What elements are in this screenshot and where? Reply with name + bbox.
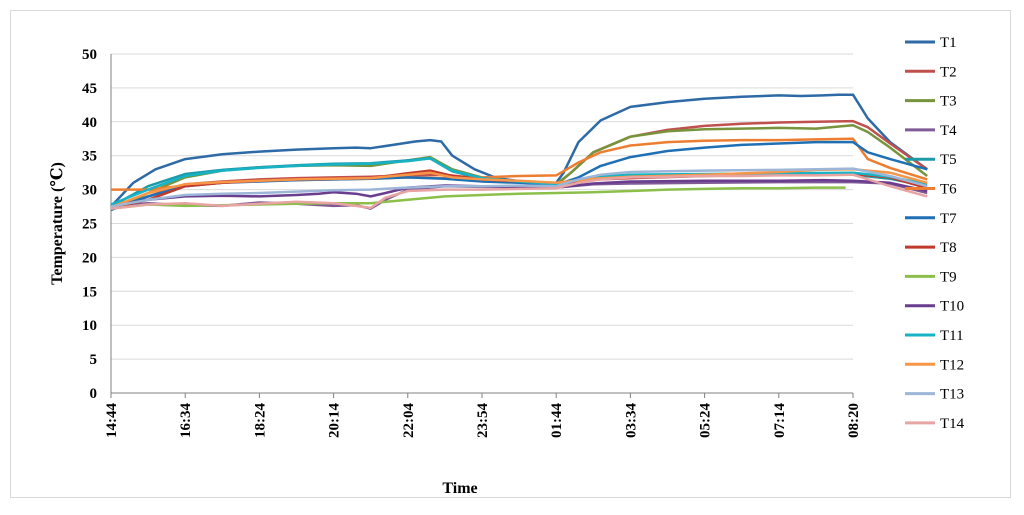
legend-label: T7: [940, 211, 957, 227]
legend-label: T10: [940, 299, 964, 315]
x-tick-label: 03:34: [623, 403, 639, 438]
legend-label: T11: [940, 328, 964, 344]
series-line-t14: [110, 173, 928, 210]
y-tick-label: 35: [82, 149, 97, 165]
legend-label: T9: [940, 269, 957, 285]
x-tick-label: 14:44: [104, 403, 120, 438]
series-line-t13: [110, 167, 928, 208]
legend-label: T13: [940, 387, 964, 403]
legend-label: T14: [940, 416, 965, 432]
y-tick-label: 25: [82, 217, 97, 233]
x-tick-label: 05:24: [698, 403, 714, 438]
y-tick-label: 20: [82, 250, 97, 266]
chart-frame: [10, 10, 1011, 498]
axes: 0 5 10 15 20 25 30 35 40 45 50 14:44 16:34 18:24 20:14…: [82, 47, 862, 438]
y-tick-label: 50: [82, 47, 97, 63]
x-tick-label: 07:14: [772, 403, 788, 438]
y-tick-label: 10: [82, 318, 97, 334]
legend-label: T2: [940, 64, 957, 80]
series-line-t3: [110, 123, 928, 212]
x-tick-label: 20:14: [327, 403, 343, 438]
y-tick-label: 5: [90, 352, 98, 368]
x-axis-title: Time: [442, 480, 477, 497]
y-tick-label: 30: [82, 183, 97, 199]
legend-label: T8: [940, 240, 957, 256]
legend-label: T1: [940, 35, 957, 51]
x-tick-label: 22:04: [401, 403, 417, 438]
series-line-t12: [110, 168, 928, 209]
legend-label: T5: [940, 152, 957, 168]
y-tick-label: 15: [82, 284, 97, 300]
y-tick-label: 45: [82, 81, 97, 97]
legend-label: T12: [940, 357, 964, 373]
series-lines: [110, 93, 928, 212]
legend-label: T4: [940, 123, 957, 139]
x-tick-label: 18:24: [252, 403, 268, 438]
y-tick-label: 40: [82, 115, 97, 131]
x-tick-label: 23:54: [475, 403, 491, 438]
y-tick-label: 0: [90, 386, 98, 402]
x-tick-label: 01:44: [549, 403, 565, 438]
legend: T1 T2 T3 T4 T5 T6 T7 T8 T9 T10 T11 T12 T13 T14: [905, 35, 965, 432]
x-tick-label: 16:34: [178, 403, 194, 438]
legend-label: T6: [940, 182, 957, 198]
y-axis-title: Temperature (℃): [49, 162, 66, 285]
x-tick-label: 08:20: [846, 403, 862, 438]
legend-label: T3: [940, 94, 957, 110]
